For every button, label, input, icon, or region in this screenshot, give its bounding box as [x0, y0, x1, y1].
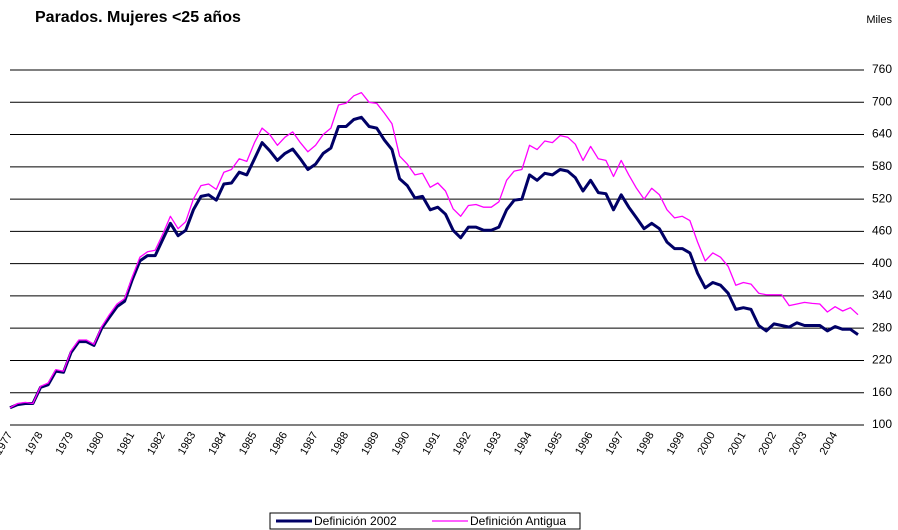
x-tick-label: 2001: [726, 430, 749, 457]
x-tick-label: 1979: [54, 430, 77, 457]
x-tick-label: 1984: [206, 430, 229, 457]
y-tick-label: 400: [872, 256, 892, 270]
x-tick-label: 2000: [695, 430, 718, 457]
y-tick-label: 700: [872, 94, 892, 108]
y-tick-label: 580: [872, 159, 892, 173]
legend-label: Definición 2002: [314, 514, 397, 528]
x-tick-label: 1985: [237, 430, 260, 457]
x-tick-label: 1986: [268, 430, 291, 457]
x-tick-label: 1991: [420, 430, 443, 457]
y-tick-label: 280: [872, 320, 892, 334]
y-tick-label: 640: [872, 127, 892, 141]
x-tick-label: 1977: [0, 430, 15, 457]
y-tick-label: 100: [872, 417, 892, 431]
legend-box: [269, 512, 581, 530]
y-tick-label: 160: [872, 385, 892, 399]
x-tick-label: 1980: [84, 430, 107, 457]
y-tick-label: 340: [872, 288, 892, 302]
x-tick-label: 1981: [115, 430, 138, 457]
x-tick-label: 1998: [634, 430, 657, 457]
x-tick-label: 1983: [176, 430, 199, 457]
x-tick-label: 1994: [512, 430, 535, 457]
x-tick-label: 1993: [481, 430, 504, 457]
y-tick-label: 220: [872, 353, 892, 367]
x-tick-label: 1999: [665, 430, 688, 457]
x-tick-label: 2002: [756, 430, 779, 457]
unit-label: Miles: [866, 14, 892, 26]
x-tick-label: 1987: [298, 430, 321, 457]
y-tick-label: 760: [872, 62, 892, 76]
y-tick-label: 520: [872, 191, 892, 205]
x-tick-label: 1982: [145, 430, 168, 457]
x-tick-label: 1990: [390, 430, 413, 457]
series-line: [9, 91, 859, 409]
series-line: [9, 115, 859, 410]
x-tick-label: 2004: [818, 430, 841, 457]
legend-label: Definición Antigua: [470, 514, 566, 528]
y-tick-label: 460: [872, 224, 892, 238]
x-tick-label: 2003: [787, 430, 810, 457]
x-tick-label: 1992: [451, 430, 474, 457]
x-tick-label: 1996: [573, 430, 596, 457]
x-tick-label: 1988: [329, 430, 352, 457]
x-tick-label: 1997: [604, 430, 627, 457]
x-tick-label: 1989: [359, 430, 382, 457]
x-tick-label: 1995: [543, 430, 566, 457]
x-tick-label: 1978: [23, 430, 46, 457]
chart-title: Parados. Mujeres <25 años: [35, 9, 241, 26]
